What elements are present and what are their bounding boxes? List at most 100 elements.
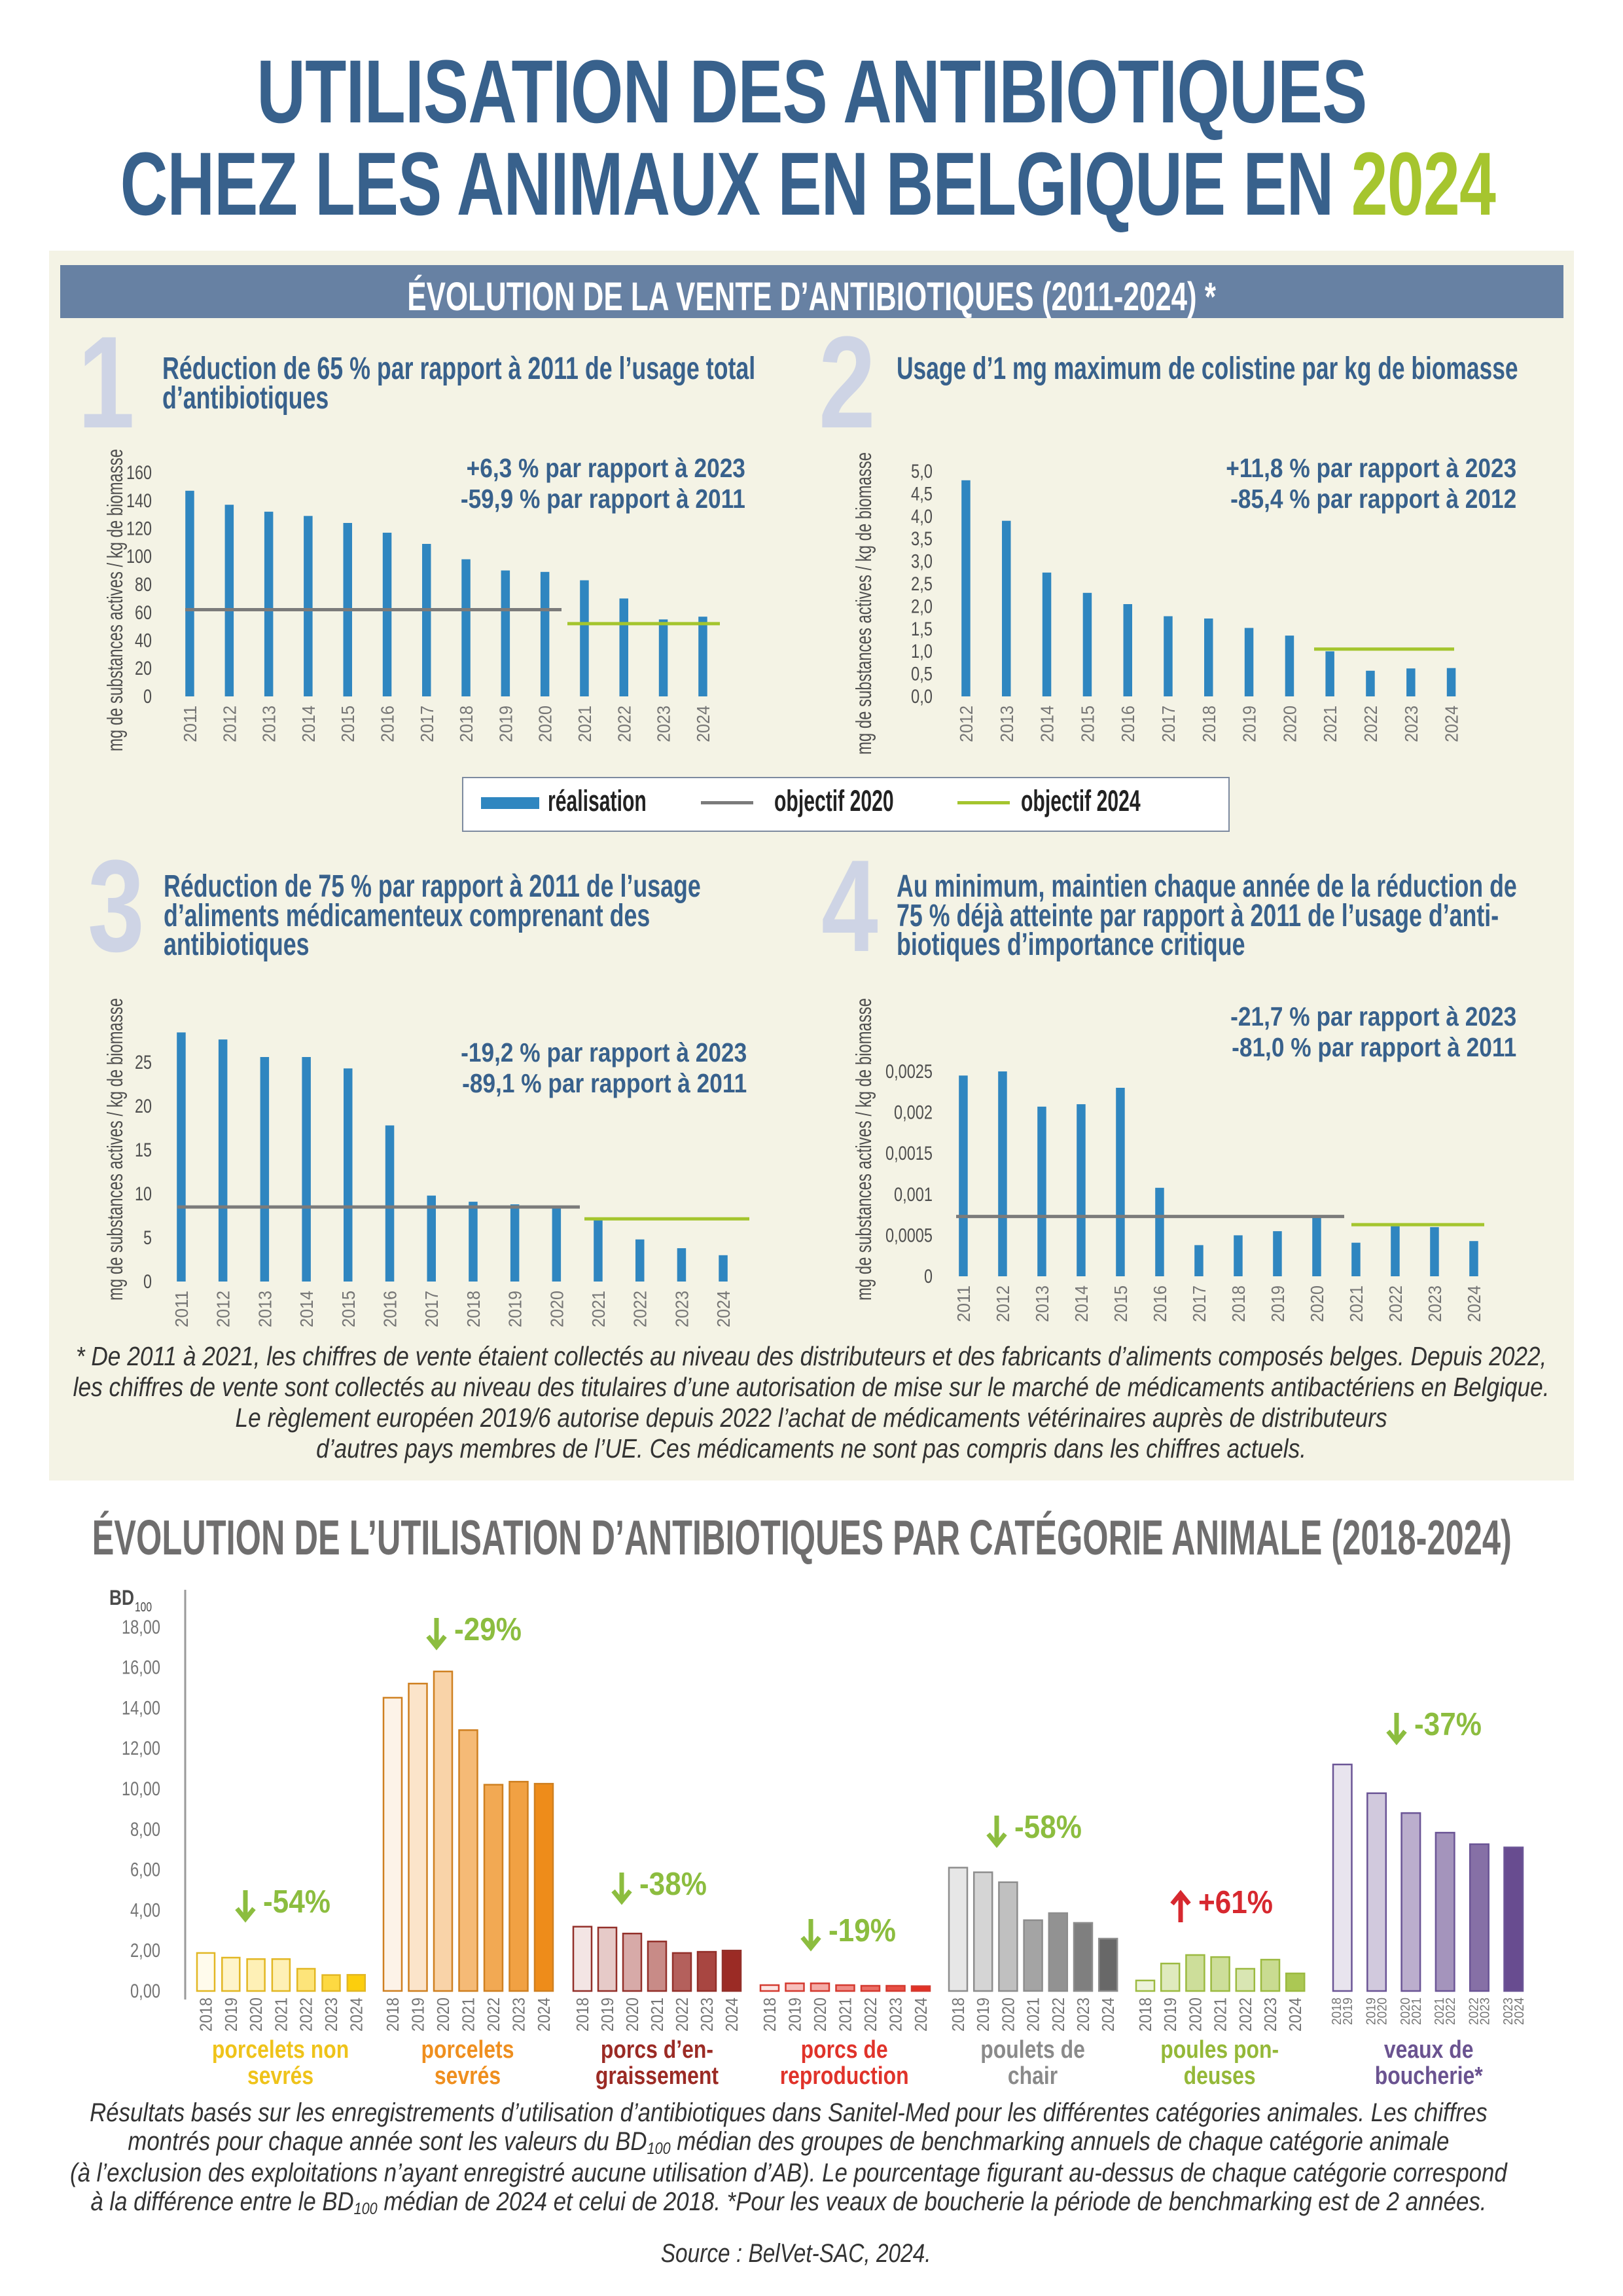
- svg-text:2014: 2014: [296, 1291, 317, 1327]
- svg-text:2019: 2019: [597, 1998, 617, 2032]
- svg-text:2022: 2022: [296, 1998, 316, 2032]
- svg-text:2018: 2018: [1330, 1998, 1344, 2025]
- svg-text:2022: 2022: [1048, 1998, 1068, 2032]
- svg-text:2021: 2021: [1410, 1998, 1424, 2025]
- svg-text:2018: 2018: [196, 1998, 216, 2032]
- svg-text:2014: 2014: [1037, 706, 1058, 742]
- svg-text:2022: 2022: [1467, 1998, 1481, 2025]
- svg-text:2019: 2019: [1364, 1998, 1379, 2025]
- svg-text:2020: 2020: [546, 1291, 567, 1327]
- svg-text:2017: 2017: [417, 706, 437, 742]
- svg-text:2024: 2024: [1512, 1998, 1527, 2025]
- svg-text:0,0: 0,0: [911, 686, 933, 708]
- svg-text:0: 0: [924, 1266, 933, 1287]
- svg-text:14,00: 14,00: [122, 1697, 160, 1719]
- svg-text:2015: 2015: [1077, 706, 1097, 742]
- svg-text:2024: 2024: [693, 706, 713, 742]
- svg-text:mg de substances actives / kg: mg de substances actives / kg de biomass…: [851, 998, 876, 1300]
- svg-text:2020: 2020: [535, 706, 556, 742]
- svg-text:2023: 2023: [509, 1998, 529, 2032]
- svg-text:2022: 2022: [672, 1998, 692, 2032]
- svg-text:6,00: 6,00: [130, 1859, 160, 1881]
- svg-text:2022: 2022: [484, 1998, 503, 2032]
- svg-text:2014: 2014: [298, 706, 319, 742]
- svg-text:2020: 2020: [1279, 706, 1300, 742]
- svg-text:2021: 2021: [1211, 1998, 1230, 2032]
- svg-text:2019: 2019: [973, 1998, 993, 2032]
- svg-text:2024: 2024: [534, 1998, 554, 2032]
- svg-text:2016: 2016: [378, 706, 398, 742]
- svg-text:mg de substances actives / kg: mg de substances actives / kg de biomass…: [103, 998, 127, 1300]
- svg-text:2019: 2019: [1160, 1998, 1180, 2032]
- svg-text:2,0: 2,0: [911, 596, 933, 617]
- svg-text:2018: 2018: [1135, 1998, 1155, 2032]
- svg-text:2020: 2020: [1307, 1285, 1327, 1322]
- svg-text:2021: 2021: [1346, 1285, 1366, 1322]
- svg-text:2021: 2021: [1433, 1998, 1447, 2025]
- svg-text:1,5: 1,5: [911, 619, 933, 640]
- svg-text:2023: 2023: [697, 1998, 717, 2032]
- svg-text:2019: 2019: [408, 1998, 428, 2032]
- svg-text:4,5: 4,5: [911, 483, 933, 505]
- svg-text:160: 160: [126, 462, 152, 484]
- svg-text:2020: 2020: [998, 1998, 1018, 2032]
- svg-text:100: 100: [126, 546, 152, 567]
- svg-text:2012: 2012: [213, 1291, 234, 1327]
- svg-text:2019: 2019: [785, 1998, 805, 2032]
- svg-text:12,00: 12,00: [122, 1738, 160, 1759]
- svg-text:2024: 2024: [722, 1998, 741, 2032]
- svg-text:2019: 2019: [1240, 706, 1260, 742]
- svg-text:2019: 2019: [1341, 1998, 1355, 2025]
- svg-text:0: 0: [143, 686, 152, 708]
- svg-text:2017: 2017: [1158, 706, 1179, 742]
- svg-text:2017: 2017: [421, 1291, 442, 1327]
- svg-text:0,5: 0,5: [911, 664, 933, 685]
- svg-text:2015: 2015: [338, 1291, 359, 1327]
- svg-text:2020: 2020: [1376, 1998, 1390, 2025]
- svg-text:2020: 2020: [622, 1998, 642, 2032]
- svg-text:3,0: 3,0: [911, 551, 933, 573]
- svg-text:2021: 2021: [588, 1291, 609, 1327]
- svg-text:5,0: 5,0: [911, 461, 933, 482]
- svg-text:60: 60: [135, 602, 152, 624]
- svg-text:40: 40: [135, 630, 152, 652]
- svg-text:2,00: 2,00: [130, 1940, 160, 1962]
- svg-text:2011: 2011: [171, 1291, 192, 1327]
- svg-text:2019: 2019: [495, 706, 516, 742]
- svg-text:2018: 2018: [383, 1998, 402, 2032]
- svg-text:2013: 2013: [997, 706, 1017, 742]
- svg-text:0,0015: 0,0015: [885, 1143, 933, 1164]
- svg-text:4,00: 4,00: [130, 1899, 160, 1921]
- svg-text:2020: 2020: [1399, 1998, 1413, 2025]
- svg-text:120: 120: [126, 518, 152, 540]
- svg-text:2024: 2024: [713, 1291, 734, 1327]
- svg-text:20: 20: [135, 1096, 152, 1117]
- svg-text:0,0005: 0,0005: [885, 1225, 933, 1246]
- svg-text:20: 20: [135, 658, 152, 679]
- svg-text:2012: 2012: [956, 706, 976, 742]
- svg-text:2021: 2021: [836, 1998, 855, 2032]
- svg-text:10,00: 10,00: [122, 1778, 160, 1800]
- svg-text:16,00: 16,00: [122, 1657, 160, 1679]
- svg-text:2022: 2022: [1361, 706, 1381, 742]
- svg-text:2021: 2021: [1024, 1998, 1043, 2032]
- svg-text:15: 15: [135, 1139, 152, 1161]
- svg-text:2011: 2011: [180, 706, 200, 742]
- svg-text:2021: 2021: [271, 1998, 291, 2032]
- svg-text:2018: 2018: [573, 1998, 592, 2032]
- svg-text:2021: 2021: [459, 1998, 478, 2032]
- svg-text:2023: 2023: [671, 1291, 692, 1327]
- svg-text:2018: 2018: [456, 706, 476, 742]
- svg-text:2020: 2020: [433, 1998, 453, 2032]
- svg-text:2023: 2023: [1501, 1998, 1516, 2025]
- svg-text:2023: 2023: [1425, 1285, 1445, 1322]
- svg-text:2022: 2022: [1385, 1285, 1406, 1322]
- svg-text:2012: 2012: [993, 1285, 1013, 1322]
- svg-text:2011: 2011: [954, 1285, 974, 1322]
- svg-text:2023: 2023: [1260, 1998, 1280, 2032]
- svg-text:2023: 2023: [321, 1998, 341, 2032]
- svg-text:2024: 2024: [1464, 1285, 1484, 1322]
- svg-text:0,002: 0,002: [894, 1102, 933, 1124]
- svg-text:2023: 2023: [1401, 706, 1421, 742]
- svg-text:2024: 2024: [346, 1998, 366, 2032]
